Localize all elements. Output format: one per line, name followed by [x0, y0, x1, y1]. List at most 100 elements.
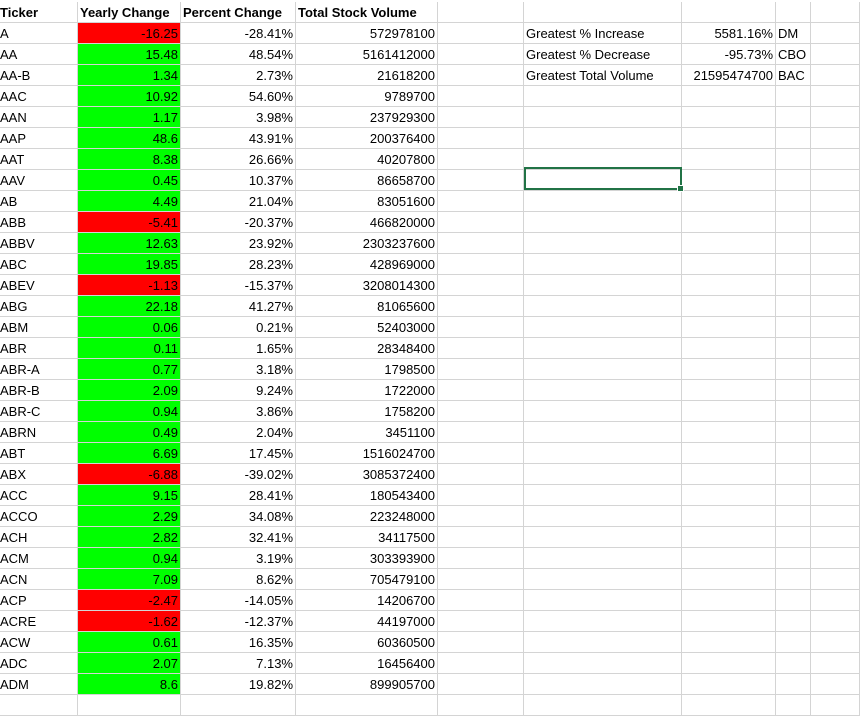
- cell-total-volume[interactable]: 428969000: [296, 254, 438, 275]
- cell-yearly-change[interactable]: 1.17: [78, 107, 181, 128]
- empty-cell[interactable]: [811, 107, 860, 128]
- cell-yearly-change[interactable]: 0.77: [78, 359, 181, 380]
- cell-yearly-change[interactable]: -5.41: [78, 212, 181, 233]
- cell-percent-change[interactable]: 43.91%: [181, 128, 296, 149]
- empty-cell[interactable]: [776, 86, 811, 107]
- empty-cell[interactable]: [682, 401, 776, 422]
- cell-yearly-change[interactable]: 0.94: [78, 401, 181, 422]
- cell-total-volume[interactable]: 16456400: [296, 653, 438, 674]
- empty-cell[interactable]: [438, 275, 524, 296]
- empty-cell[interactable]: [524, 611, 682, 632]
- cell-yearly-change[interactable]: 4.49: [78, 191, 181, 212]
- empty-cell[interactable]: [524, 380, 682, 401]
- cell-ticker[interactable]: ABX: [0, 464, 78, 485]
- empty-cell[interactable]: [811, 149, 860, 170]
- empty-cell[interactable]: [524, 2, 682, 23]
- summary-ticker[interactable]: BAC: [776, 65, 811, 86]
- empty-cell[interactable]: [682, 191, 776, 212]
- empty-cell[interactable]: [438, 590, 524, 611]
- header-ticker[interactable]: Ticker: [0, 2, 78, 23]
- empty-cell[interactable]: [811, 380, 860, 401]
- cell-ticker[interactable]: AB: [0, 191, 78, 212]
- empty-cell[interactable]: [438, 170, 524, 191]
- cell-yearly-change[interactable]: -1.62: [78, 611, 181, 632]
- empty-cell[interactable]: [682, 107, 776, 128]
- empty-cell[interactable]: [776, 506, 811, 527]
- cell-ticker[interactable]: ACC: [0, 485, 78, 506]
- cell-total-volume[interactable]: 1758200: [296, 401, 438, 422]
- empty-cell[interactable]: [811, 632, 860, 653]
- empty-cell[interactable]: [811, 44, 860, 65]
- cell-yearly-change[interactable]: 2.07: [78, 653, 181, 674]
- empty-cell[interactable]: [811, 359, 860, 380]
- empty-cell[interactable]: [776, 422, 811, 443]
- cell-yearly-change[interactable]: 0.06: [78, 317, 181, 338]
- cell-yearly-change[interactable]: 19.85: [78, 254, 181, 275]
- cell-yearly-change[interactable]: 1.34: [78, 65, 181, 86]
- empty-cell[interactable]: [682, 338, 776, 359]
- empty-cell[interactable]: [811, 695, 860, 716]
- empty-cell[interactable]: [682, 653, 776, 674]
- cell-total-volume[interactable]: 28348400: [296, 338, 438, 359]
- empty-cell[interactable]: [776, 149, 811, 170]
- cell-yearly-change[interactable]: 0.11: [78, 338, 181, 359]
- empty-cell[interactable]: [811, 170, 860, 191]
- empty-cell[interactable]: [438, 401, 524, 422]
- cell-total-volume[interactable]: 52403000: [296, 317, 438, 338]
- empty-cell[interactable]: [682, 296, 776, 317]
- cell-total-volume[interactable]: 14206700: [296, 590, 438, 611]
- empty-cell[interactable]: [524, 317, 682, 338]
- empty-cell[interactable]: [682, 212, 776, 233]
- empty-cell[interactable]: [811, 506, 860, 527]
- empty-cell[interactable]: [776, 674, 811, 695]
- empty-cell[interactable]: [776, 107, 811, 128]
- summary-value[interactable]: -95.73%: [682, 44, 776, 65]
- cell-percent-change[interactable]: 26.66%: [181, 149, 296, 170]
- empty-cell[interactable]: [682, 443, 776, 464]
- empty-cell[interactable]: [524, 443, 682, 464]
- empty-cell[interactable]: [682, 527, 776, 548]
- cell-yearly-change[interactable]: 8.6: [78, 674, 181, 695]
- cell-total-volume[interactable]: 466820000: [296, 212, 438, 233]
- header-percent-change[interactable]: Percent Change: [181, 2, 296, 23]
- empty-cell[interactable]: [811, 191, 860, 212]
- empty-cell[interactable]: [682, 86, 776, 107]
- empty-cell[interactable]: [438, 233, 524, 254]
- empty-cell[interactable]: [438, 338, 524, 359]
- cell-total-volume[interactable]: 1516024700: [296, 443, 438, 464]
- cell-percent-change[interactable]: -15.37%: [181, 275, 296, 296]
- cell-ticker[interactable]: ACCO: [0, 506, 78, 527]
- cell-total-volume[interactable]: 60360500: [296, 632, 438, 653]
- cell-ticker[interactable]: AAC: [0, 86, 78, 107]
- empty-cell[interactable]: [682, 149, 776, 170]
- cell-ticker[interactable]: ABR-C: [0, 401, 78, 422]
- cell-ticker[interactable]: ABR: [0, 338, 78, 359]
- empty-cell[interactable]: [776, 212, 811, 233]
- cell-percent-change[interactable]: 16.35%: [181, 632, 296, 653]
- cell-total-volume[interactable]: 21618200: [296, 65, 438, 86]
- cell-percent-change[interactable]: 1.65%: [181, 338, 296, 359]
- empty-cell[interactable]: [776, 695, 811, 716]
- empty-cell[interactable]: [776, 632, 811, 653]
- cell-yearly-change[interactable]: 10.92: [78, 86, 181, 107]
- empty-cell[interactable]: [682, 275, 776, 296]
- empty-cell[interactable]: [682, 317, 776, 338]
- cell-ticker[interactable]: ABC: [0, 254, 78, 275]
- cell-ticker[interactable]: ABT: [0, 443, 78, 464]
- empty-cell[interactable]: [438, 653, 524, 674]
- cell-percent-change[interactable]: 48.54%: [181, 44, 296, 65]
- cell-ticker[interactable]: ADC: [0, 653, 78, 674]
- empty-cell[interactable]: [776, 2, 811, 23]
- cell-yearly-change[interactable]: -6.88: [78, 464, 181, 485]
- empty-cell[interactable]: [438, 464, 524, 485]
- cell-ticker[interactable]: ABR-A: [0, 359, 78, 380]
- cell-ticker[interactable]: ABB: [0, 212, 78, 233]
- cell-yearly-change[interactable]: -1.13: [78, 275, 181, 296]
- empty-cell[interactable]: [811, 485, 860, 506]
- cell-yearly-change[interactable]: -2.47: [78, 590, 181, 611]
- cell-percent-change[interactable]: 17.45%: [181, 443, 296, 464]
- cell-total-volume[interactable]: 44197000: [296, 611, 438, 632]
- empty-cell[interactable]: [811, 422, 860, 443]
- empty-cell[interactable]: [78, 695, 181, 716]
- cell-yearly-change[interactable]: 9.15: [78, 485, 181, 506]
